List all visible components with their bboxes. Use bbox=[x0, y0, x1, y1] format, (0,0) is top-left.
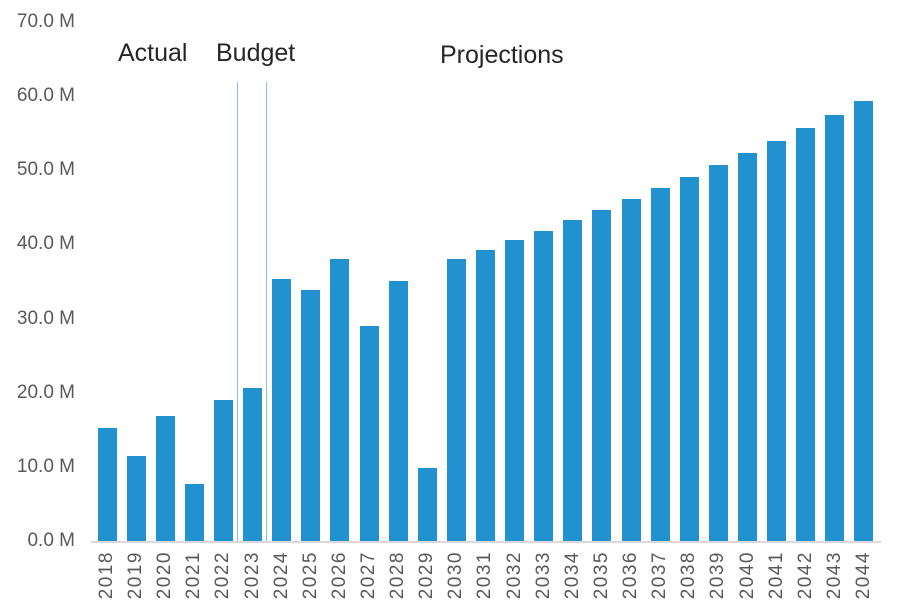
section-separator-line bbox=[236, 82, 238, 541]
bar-2022 bbox=[213, 400, 233, 541]
bar-2042 bbox=[796, 128, 816, 541]
x-axis-tick-label: 2027 bbox=[358, 551, 380, 600]
bar-2031 bbox=[475, 250, 495, 541]
bar-2023 bbox=[243, 388, 263, 541]
bar-2025 bbox=[301, 289, 321, 541]
x-axis-tick-label: 2039 bbox=[707, 551, 729, 600]
bar-2038 bbox=[679, 176, 699, 541]
bar-2020 bbox=[155, 415, 175, 541]
bar-2039 bbox=[708, 165, 728, 541]
x-axis-tick-label: 2030 bbox=[445, 551, 467, 600]
bar-2019 bbox=[126, 455, 146, 541]
section-separator-line bbox=[265, 82, 267, 541]
bar-2043 bbox=[825, 114, 845, 541]
x-axis-tick-label: 2020 bbox=[154, 551, 176, 600]
bar-2044 bbox=[854, 100, 874, 541]
x-axis-tick-label: 2038 bbox=[678, 551, 700, 600]
bar-2033 bbox=[534, 231, 554, 541]
bar-2029 bbox=[417, 468, 437, 541]
x-axis-tick-label: 2029 bbox=[416, 551, 438, 600]
x-axis-tick-label: 2032 bbox=[503, 551, 525, 600]
x-axis-tick-label: 2044 bbox=[852, 551, 874, 600]
bar-2032 bbox=[505, 239, 525, 541]
x-axis-tick-label: 2025 bbox=[299, 551, 321, 600]
x-axis-tick-label: 2019 bbox=[125, 551, 147, 600]
bar-2021 bbox=[184, 483, 204, 541]
bar-2035 bbox=[592, 210, 612, 541]
x-axis-tick-label: 2042 bbox=[794, 551, 816, 600]
y-axis-tick-label: 20.0 M bbox=[16, 381, 75, 403]
y-axis-tick-label: 30.0 M bbox=[16, 307, 75, 329]
y-axis-tick-label: 40.0 M bbox=[16, 233, 75, 255]
x-axis-tick-label: 2036 bbox=[620, 551, 642, 600]
bar-2041 bbox=[767, 140, 787, 541]
bar-2037 bbox=[650, 188, 670, 541]
bar-2030 bbox=[446, 259, 466, 541]
bar-2027 bbox=[359, 325, 379, 541]
bar-2034 bbox=[563, 219, 583, 541]
x-axis-tick-label: 2034 bbox=[561, 551, 583, 600]
y-axis-tick-label: 70.0 M bbox=[16, 11, 75, 32]
section-label-projections: Projections bbox=[440, 41, 564, 69]
x-axis-tick-label: 2026 bbox=[328, 551, 350, 600]
x-axis-tick-label: 2041 bbox=[765, 551, 787, 600]
y-axis-tick-label: 50.0 M bbox=[16, 159, 75, 181]
x-axis-line bbox=[91, 541, 881, 543]
x-axis-tick-label: 2018 bbox=[96, 551, 117, 600]
section-label-budget: Budget bbox=[216, 39, 296, 67]
x-axis-tick-label: 2033 bbox=[532, 551, 554, 600]
x-axis-tick-label: 2040 bbox=[736, 551, 758, 600]
x-axis-tick-label: 2031 bbox=[474, 551, 496, 600]
y-axis-tick-label: 60.0 M bbox=[16, 85, 75, 107]
section-label-actual: Actual bbox=[118, 39, 188, 67]
x-axis-tick-label: 2023 bbox=[241, 551, 263, 600]
x-axis-tick-label: 2037 bbox=[649, 551, 671, 600]
x-axis-tick-label: 2024 bbox=[270, 551, 292, 600]
x-axis-tick-label: 2035 bbox=[590, 551, 612, 600]
bar-2024 bbox=[272, 278, 292, 541]
bar-2028 bbox=[388, 280, 408, 541]
bar-2040 bbox=[738, 153, 758, 541]
y-axis-tick-label: 10.0 M bbox=[16, 455, 75, 477]
bar-2018 bbox=[97, 427, 117, 541]
x-axis-tick-label: 2022 bbox=[212, 551, 234, 600]
x-axis-tick-label: 2043 bbox=[823, 551, 845, 600]
y-axis-tick-label: 0.0 M bbox=[27, 530, 75, 551]
bar-2026 bbox=[330, 259, 350, 541]
x-axis-tick-label: 2028 bbox=[387, 551, 409, 600]
x-axis-tick-label: 2021 bbox=[183, 551, 205, 600]
bar-2036 bbox=[621, 199, 641, 541]
